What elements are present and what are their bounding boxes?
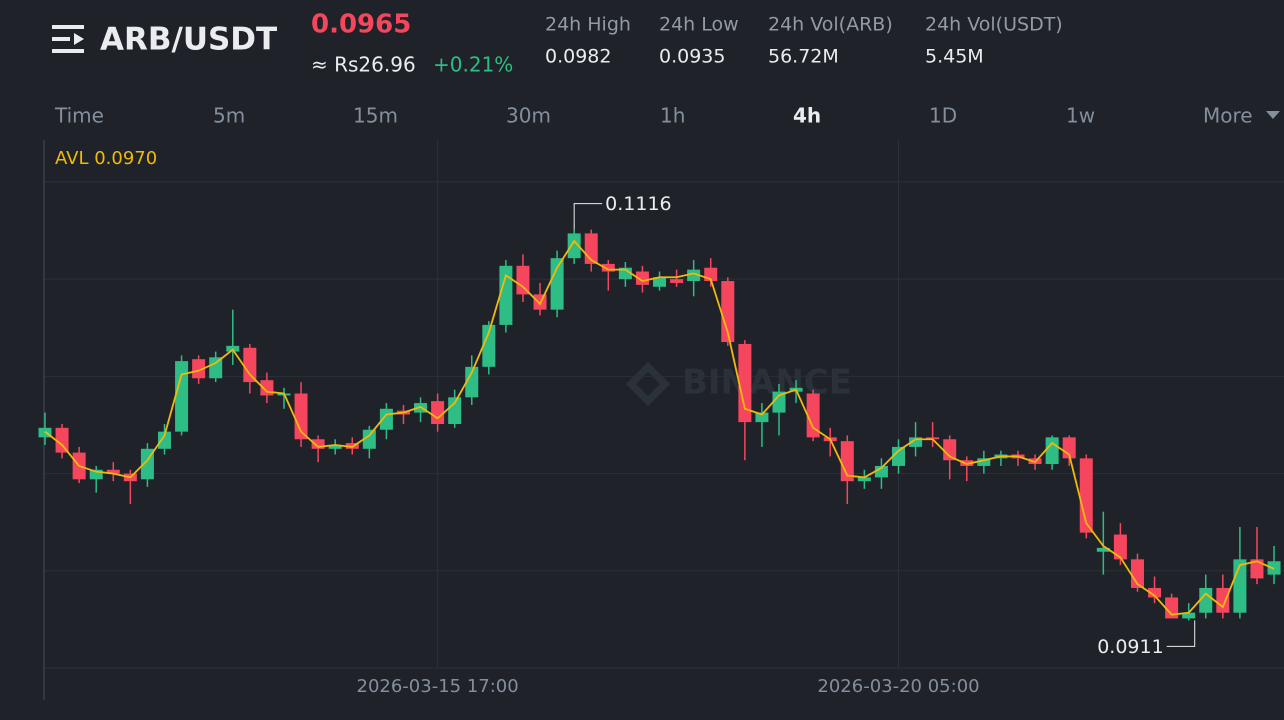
candle-body <box>909 437 923 447</box>
candle-body <box>892 446 905 466</box>
candle-body <box>499 265 513 325</box>
candle-body <box>943 439 957 461</box>
candle-body <box>157 431 171 449</box>
tab[interactable]: 30m <box>506 104 551 128</box>
stat-label: 24h Vol(USDT) <box>925 14 1063 36</box>
candle-body <box>192 359 206 379</box>
stat-label: 24h Low <box>659 14 739 36</box>
stat-label: 24h Vol(ARB) <box>768 14 893 36</box>
candle-body <box>294 393 308 440</box>
low-label: 0.0911 <box>1097 636 1163 658</box>
candle-body <box>874 465 888 478</box>
tab[interactable]: 4h <box>793 104 821 128</box>
candle-body <box>550 258 564 310</box>
candle-body <box>1148 587 1162 598</box>
avl-legend: AVL 0.0970 <box>55 148 157 169</box>
menu-arrow <box>74 33 84 45</box>
pair[interactable]: ARB/USDT <box>100 22 277 58</box>
candle-body <box>482 324 496 367</box>
candle-body <box>567 233 581 259</box>
tab[interactable]: 1D <box>929 104 957 128</box>
change: +0.21% <box>433 53 513 77</box>
candle-body <box>635 271 649 285</box>
candle-body <box>1182 612 1196 619</box>
candle-body <box>857 477 871 482</box>
candle-body <box>1079 458 1093 533</box>
candle-body <box>618 267 632 280</box>
candle-body <box>755 412 769 423</box>
high-pointer <box>573 203 603 230</box>
candle-body <box>106 469 120 474</box>
watermark-logo <box>626 362 670 406</box>
chart: BINANCE 2026-03-15 17:00 2026-03-20 05:00 A… <box>38 140 1284 700</box>
candle-body <box>448 397 462 425</box>
stat-value: 56.72M <box>768 46 839 68</box>
candle-body <box>243 347 257 383</box>
fiat-price: ≈ Rs26.96 <box>311 53 416 77</box>
stat-value: 0.0935 <box>659 46 725 68</box>
stat-value: 5.45M <box>925 46 984 68</box>
x-tick-label: 2026-03-20 05:00 <box>817 676 979 697</box>
candle-body <box>328 444 342 449</box>
candle-body <box>311 439 325 449</box>
candle-body <box>1165 597 1179 619</box>
candle-body <box>772 391 786 413</box>
menu-bar <box>52 25 84 29</box>
candle-body <box>89 469 103 480</box>
candle-body <box>721 281 735 343</box>
high-label: 0.1116 <box>605 193 671 215</box>
candle-body <box>465 366 479 398</box>
candle-body <box>601 263 615 272</box>
stat-label: 24h High <box>545 14 631 36</box>
candle-body <box>209 357 223 379</box>
tab[interactable]: 1w <box>1066 104 1095 128</box>
watermark: BINANCE <box>682 363 852 403</box>
stat-value: 0.0982 <box>545 46 611 68</box>
candle-body <box>362 429 376 449</box>
candle-body <box>806 393 820 438</box>
more-tab[interactable]: More <box>1203 104 1253 128</box>
candle-body <box>431 401 445 425</box>
candle-body <box>1045 437 1059 465</box>
low-pointer <box>1166 620 1196 647</box>
candle-body <box>670 279 684 283</box>
price: 0.0965 <box>311 10 411 40</box>
x-tick-label: 2026-03-15 17:00 <box>357 676 519 697</box>
avl-line <box>44 239 1275 616</box>
tab[interactable]: 1h <box>660 104 685 128</box>
more-arrow <box>1266 111 1280 119</box>
candle-body <box>1113 534 1127 560</box>
candle-body <box>687 269 701 282</box>
candle-body <box>1130 559 1144 588</box>
candle-body <box>1250 559 1264 579</box>
tab[interactable]: Time <box>54 104 104 128</box>
tabs: Time 5m 15m 30m 1h 4h 1D 1w More <box>54 104 1280 128</box>
menu-icon[interactable] <box>52 25 84 53</box>
candle-body <box>977 458 991 466</box>
candle-body <box>840 441 854 482</box>
tab[interactable]: 15m <box>353 104 398 128</box>
candle-body <box>926 437 940 440</box>
candle-body <box>55 427 69 453</box>
candle-body <box>653 277 667 287</box>
candle-body <box>516 265 530 295</box>
candle-body <box>738 343 752 423</box>
menu-bar <box>52 37 70 41</box>
candle-body <box>175 361 189 432</box>
tab[interactable]: 5m <box>213 104 245 128</box>
candle-body <box>1199 587 1213 613</box>
candle-body <box>1216 587 1230 613</box>
menu-bar <box>52 49 84 53</box>
candle-body <box>1096 547 1110 552</box>
stats: 24h High 0.0982 24h Low 0.0935 24h Vol(ARB) 5… <box>545 14 1063 68</box>
